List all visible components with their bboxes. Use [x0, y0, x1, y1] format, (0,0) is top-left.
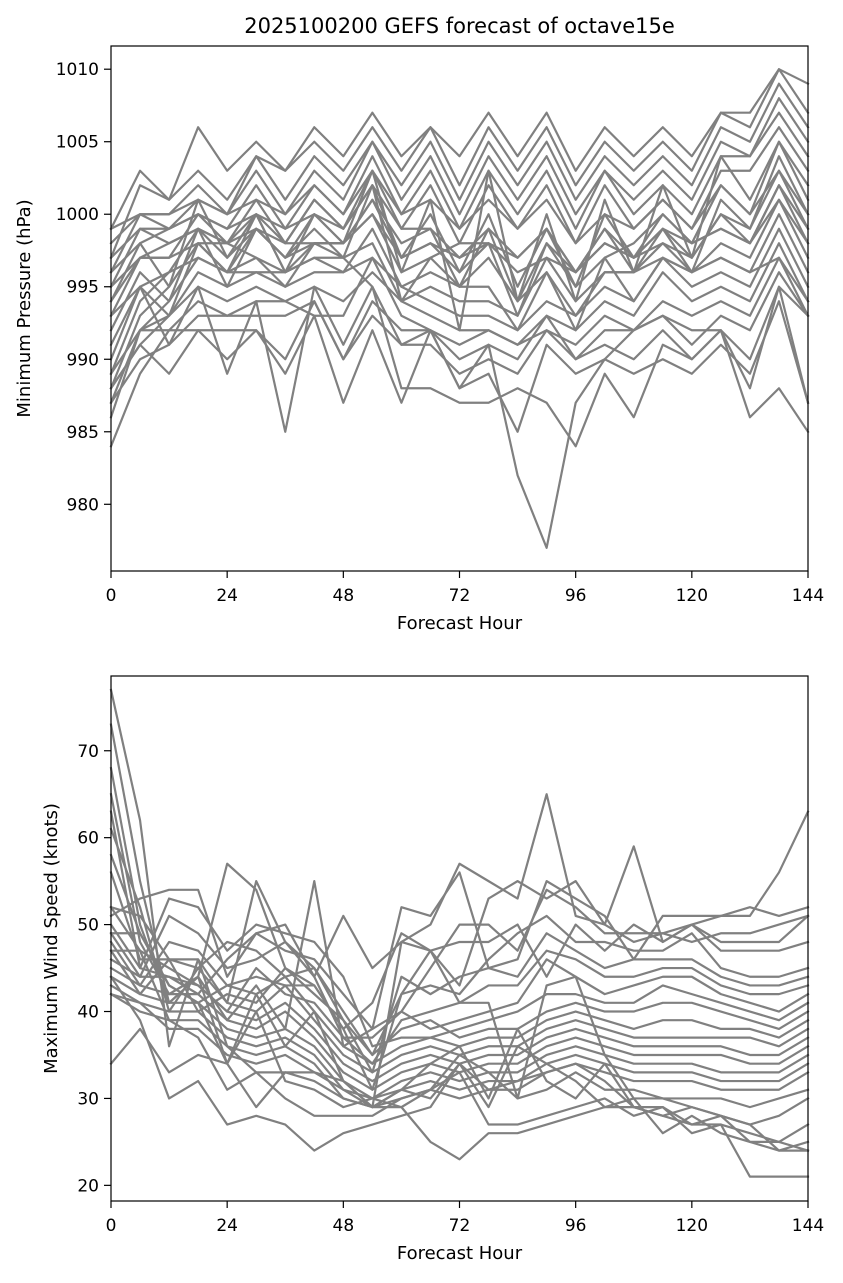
wind-x-axis-label: Forecast Hour [397, 1243, 523, 1264]
wind-x-tick-label: 0 [106, 1216, 117, 1236]
wind-series-line-11 [109, 914, 810, 1057]
wind-x-tick-label: 96 [565, 1216, 587, 1236]
pressure-panel: 0 24 48 72 96 120 144 980 985 990 995 1000 1005 1010… [14, 14, 824, 634]
pressure-y-tick-label: 995 [67, 278, 99, 298]
wind-y-tick-label: 70 [77, 742, 99, 762]
pressure-y-tick-label: 980 [67, 495, 99, 515]
pressure-x-tick-label: 0 [106, 586, 117, 606]
pressure-x-tick-label: 24 [216, 586, 238, 606]
wind-panel: 0 24 48 72 96 120 144 20 30 40 50 60 70 Forecast Ho… [41, 675, 824, 1264]
wind-series-line-16 [109, 975, 810, 1100]
pressure-series-layer [109, 68, 810, 549]
wind-series-line-7 [109, 871, 810, 1074]
wind-series-line-17 [109, 983, 810, 1109]
pressure-x-axis-label: Forecast Hour [397, 613, 523, 634]
pressure-y-tick-label: 1005 [56, 133, 99, 153]
wind-series-line-10 [109, 897, 810, 1048]
pressure-series-line-17 [109, 271, 810, 405]
wind-y-tick-label: 60 [77, 829, 99, 849]
wind-series-line-4 [109, 810, 810, 1039]
wind-y-tick-label: 20 [77, 1176, 99, 1196]
pressure-y-tick-label: 990 [67, 350, 99, 370]
chart-title: 2025100200 GEFS forecast of octave15e [244, 14, 675, 38]
wind-y-tick-label: 30 [77, 1089, 99, 1109]
pressure-series-line-24 [109, 169, 810, 245]
wind-series-line-24 [109, 905, 810, 1178]
pressure-x-tick-label: 48 [333, 586, 355, 606]
pressure-series-line-1 [109, 68, 810, 231]
pressure-series-line-14 [109, 227, 810, 390]
wind-x-tick-label: 144 [792, 1216, 824, 1236]
wind-series-line-9 [109, 888, 810, 1031]
wind-x-tick-label: 72 [449, 1216, 471, 1236]
wind-x-tick-label: 48 [333, 1216, 355, 1236]
pressure-series-line-15 [109, 242, 810, 419]
wind-x-ticks: 0 24 48 72 96 120 144 [106, 1201, 824, 1236]
wind-series-layer [109, 688, 810, 1178]
pressure-x-tick-label: 120 [676, 586, 708, 606]
wind-x-tick-label: 120 [676, 1216, 708, 1236]
pressure-y-tick-label: 1000 [56, 205, 99, 225]
pressure-x-tick-label: 72 [449, 586, 471, 606]
pressure-series-line-2 [109, 68, 810, 260]
wind-plot-frame [110, 675, 809, 1202]
wind-series-line-22 [109, 949, 810, 1152]
wind-series-line-5 [109, 827, 810, 1057]
pressure-x-tick-label: 96 [565, 586, 587, 606]
wind-y-tick-label: 50 [77, 916, 99, 936]
wind-x-tick-label: 24 [216, 1216, 238, 1236]
pressure-plot-frame [110, 45, 809, 572]
pressure-series-line-25 [109, 198, 810, 289]
wind-y-tick-label: 40 [77, 1003, 99, 1023]
wind-y-axis-label: Maximum Wind Speed (knots) [41, 803, 62, 1074]
wind-series-line-19 [109, 992, 810, 1109]
wind-series-line-25 [109, 723, 810, 1152]
pressure-y-axis-label: Minimum Pressure (hPa) [14, 199, 35, 417]
pressure-y-tick-label: 1010 [56, 60, 99, 80]
pressure-series-line-20 [109, 285, 810, 448]
pressure-x-tick-label: 144 [792, 586, 824, 606]
pressure-y-tick-label: 985 [67, 423, 99, 443]
pressure-x-ticks: 0 24 48 72 96 120 144 [106, 571, 824, 606]
pressure-y-ticks: 980 985 990 995 1000 1005 1010 [56, 60, 111, 515]
wind-y-ticks: 20 30 40 50 60 70 [77, 742, 111, 1196]
